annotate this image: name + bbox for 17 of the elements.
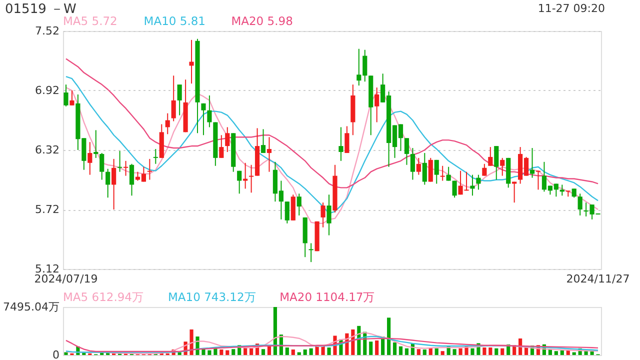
y-tick-label: 5.72: [35, 203, 60, 216]
x-tick-label: 2024/07/19: [34, 272, 98, 286]
text: 11-27 09:20: [538, 2, 605, 15]
y-tick-label: 7495.04万: [3, 300, 60, 314]
y-tick-label: 7.52: [35, 24, 60, 38]
y-tick-label: 6.92: [35, 84, 60, 97]
y-tick-label: 6.32: [35, 144, 60, 156]
text: MA10 743.12万: [168, 290, 256, 304]
text: MA10 5.81: [144, 14, 206, 28]
text: MA20 5.98: [231, 14, 293, 28]
chart-title: 01519 －W: [5, 2, 76, 17]
y-tick-label: 0: [52, 348, 60, 360]
text: MA5 5.72: [63, 14, 118, 28]
x-tick-label: 2024/11/27: [566, 272, 630, 286]
y-tick-label: 5.12: [35, 262, 60, 276]
text: MA5 612.94万: [63, 290, 144, 304]
text: MA20 1104.17万: [280, 290, 376, 304]
